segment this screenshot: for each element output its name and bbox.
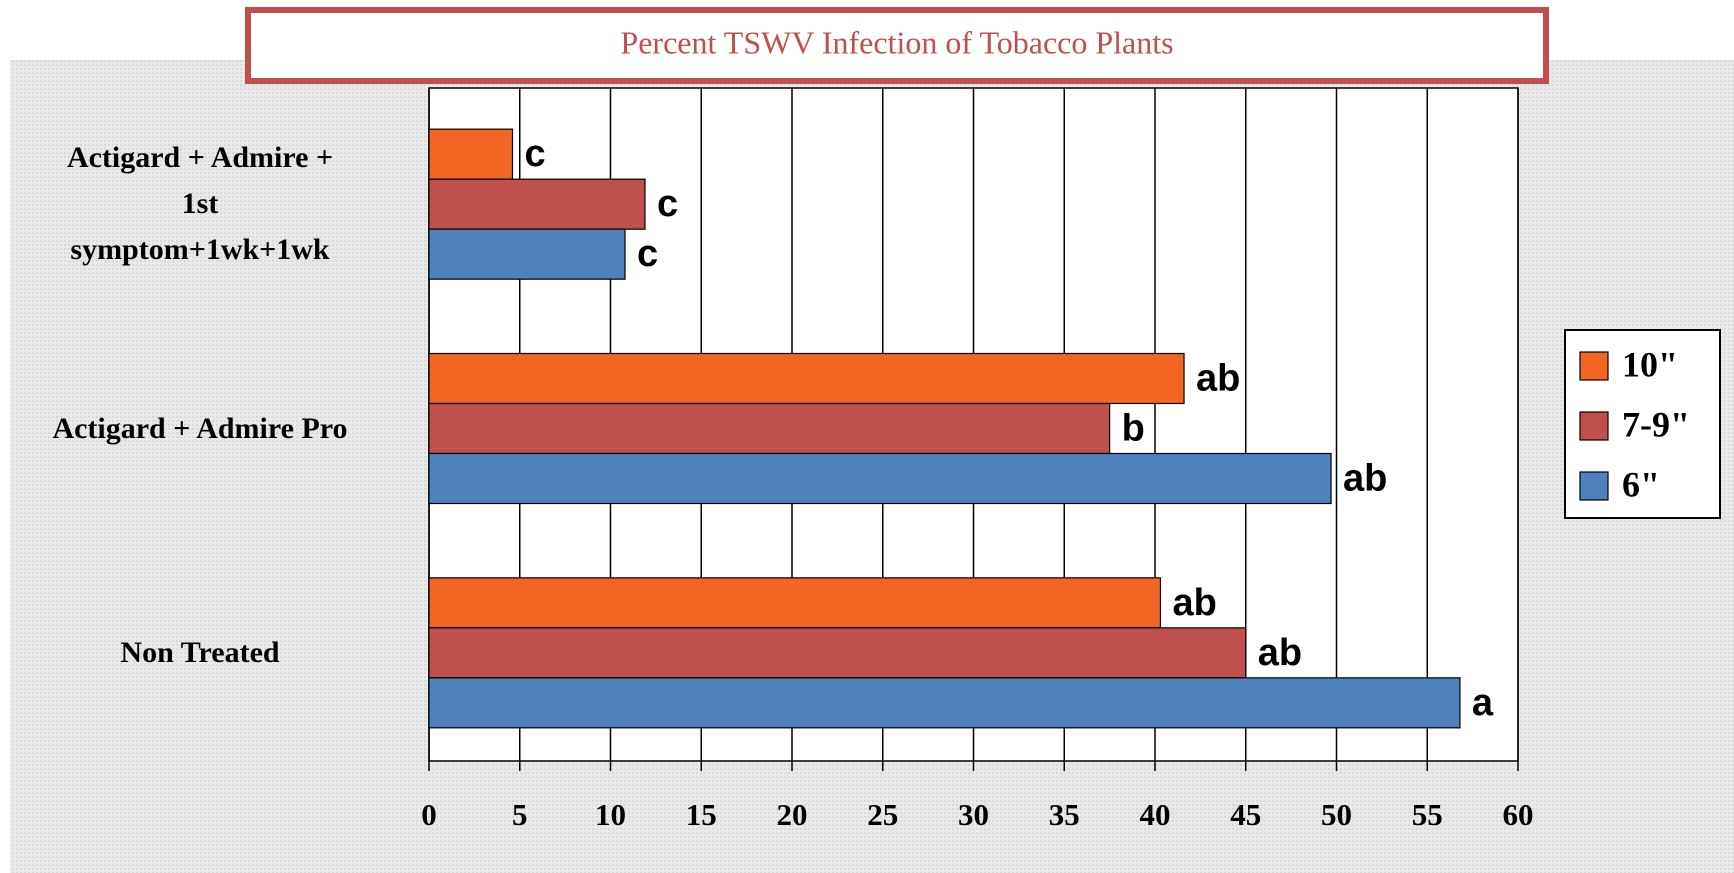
data-label: b (1122, 408, 1145, 450)
data-label: ab (1258, 632, 1302, 674)
bar (428, 178, 646, 230)
bar (428, 677, 1461, 729)
data-label: c (657, 183, 678, 225)
x-tick-label: 20 (777, 797, 808, 832)
x-tick-label: 15 (686, 797, 717, 832)
x-tick-label: 50 (1321, 797, 1352, 832)
x-tick-label: 45 (1230, 797, 1261, 832)
data-label: ab (1172, 582, 1216, 624)
legend-label: 7-9" (1622, 404, 1690, 444)
bar (428, 577, 1162, 629)
bar (428, 627, 1247, 679)
x-tick-label: 30 (958, 797, 989, 832)
bar (428, 228, 626, 280)
data-label: a (1472, 682, 1494, 724)
data-label: c (637, 233, 658, 275)
legend-swatch (1579, 351, 1609, 381)
title-box (245, 7, 1549, 84)
x-tick-label: 0 (421, 797, 437, 832)
y-tick-label: Actigard + Admire + 1st symptom+1wk+1wk (66, 141, 334, 267)
x-tick-label: 60 (1503, 797, 1534, 832)
x-tick-label: 35 (1049, 797, 1080, 832)
legend-swatch (1579, 471, 1609, 501)
data-label: c (524, 133, 545, 175)
bar (428, 452, 1332, 505)
legend-swatch (1579, 411, 1609, 441)
bar (428, 352, 1185, 405)
x-tick-label: 25 (867, 797, 898, 832)
bar (428, 128, 514, 180)
x-tick-label: 10 (595, 797, 626, 832)
x-tick-label: 5 (512, 797, 528, 832)
y-tick-label: Actigard + Admire Pro (52, 411, 348, 445)
data-label: ab (1196, 358, 1240, 400)
data-label: ab (1343, 458, 1387, 500)
legend-label: 10" (1622, 344, 1678, 384)
x-tick-label: 40 (1140, 797, 1171, 832)
bar (428, 402, 1111, 455)
chart-title: Percent TSWV Infection of Tobacco Plants (620, 24, 1173, 60)
y-tick-label: Non Treated (120, 635, 280, 669)
legend-label: 6" (1622, 464, 1660, 504)
x-tick-label: 55 (1412, 797, 1443, 832)
